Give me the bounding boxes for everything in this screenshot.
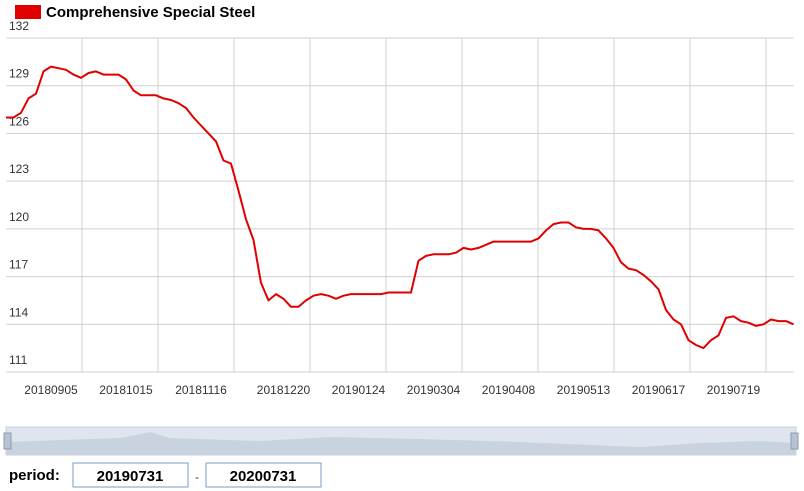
separator: -: [195, 470, 199, 484]
x-tick-label: 20180905: [24, 383, 78, 397]
start-value[interactable]: 20190731: [97, 468, 164, 485]
y-tick-label: 111: [9, 353, 28, 367]
x-tick-label: 20190513: [557, 383, 611, 397]
x-tick-label: 20190408: [482, 383, 536, 397]
range-slider[interactable]: [3, 426, 799, 456]
x-tick-label: 20190124: [332, 383, 386, 397]
slider-handle[interactable]: [790, 432, 799, 450]
x-tick-label: 20181220: [257, 383, 311, 397]
y-tick-label: 114: [9, 305, 28, 319]
start-input[interactable]: [72, 462, 189, 488]
y-tick-label: 117: [9, 258, 28, 272]
x-tick-label: 20181116: [175, 383, 227, 397]
vertical-grid: [81, 38, 767, 372]
slider-handle[interactable]: [3, 432, 12, 450]
y-tick-label: 129: [9, 67, 29, 81]
series-line: [6, 65, 794, 350]
y-tick-label: 132: [9, 19, 29, 33]
end-value[interactable]: 20200731: [230, 468, 297, 485]
x-tick-label: 20190617: [632, 383, 686, 397]
legend-swatch: [15, 5, 41, 19]
end-input[interactable]: [205, 462, 322, 488]
slider-preview: [6, 432, 796, 455]
legend-label[interactable]: Comprehensive Special Steel: [46, 4, 255, 21]
x-tick-label: 20190304: [407, 383, 461, 397]
period-label: period:: [9, 467, 60, 484]
y-tick-label: 123: [9, 162, 29, 176]
y-tick-label: 120: [9, 210, 29, 224]
x-tick-label: 20181015: [99, 383, 153, 397]
x-tick-label: 20190719: [707, 383, 761, 397]
